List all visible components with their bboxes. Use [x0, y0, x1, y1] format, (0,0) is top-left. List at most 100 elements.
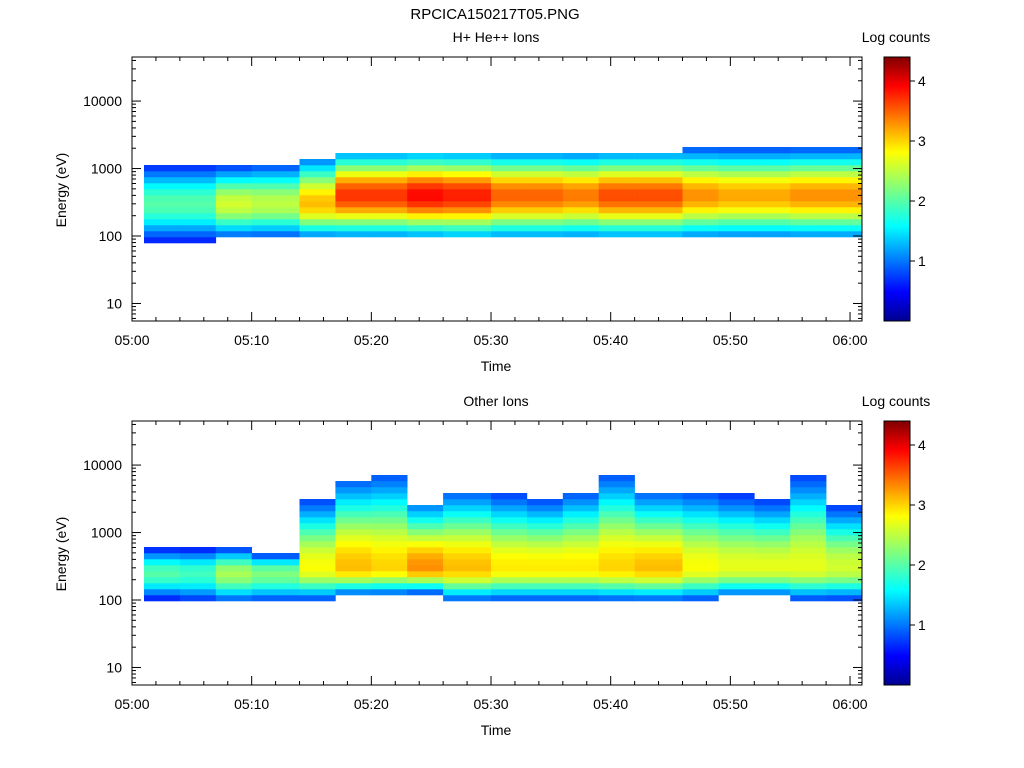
heatmap-cell	[718, 589, 755, 596]
heatmap-cell	[491, 511, 528, 518]
heatmap-cell	[718, 565, 755, 572]
heatmap-cell	[407, 565, 444, 572]
heatmap-cell	[790, 165, 827, 172]
heatmap-cell	[718, 153, 755, 160]
heatmap-cell	[790, 505, 827, 512]
heatmap-cell	[443, 517, 492, 524]
heatmap-cell	[491, 195, 528, 202]
heatmap-cell	[598, 565, 635, 572]
y-axis-label: Energy (eV)	[53, 153, 69, 228]
heatmap-cell	[754, 165, 791, 172]
x-tick-label: 05:40	[593, 696, 628, 712]
heatmap-cell	[718, 147, 755, 154]
heatmap-cell	[491, 517, 528, 524]
heatmap-cell	[754, 583, 791, 590]
heatmap-cell	[407, 523, 444, 530]
colorbar-ticks: 1 2 3 4	[910, 73, 926, 269]
heatmap-cell	[371, 571, 408, 578]
y-tick-label: 1000	[91, 525, 122, 541]
heatmap-cell	[215, 207, 252, 214]
heatmap-cell	[682, 195, 719, 202]
heatmap-cell	[335, 589, 372, 596]
heatmap-cell	[251, 559, 300, 566]
heatmap-cell	[407, 559, 444, 566]
heatmap-cell	[826, 207, 863, 214]
heatmap-cell	[634, 553, 683, 560]
heatmap-cell	[443, 153, 492, 160]
heatmap-cell	[526, 201, 564, 208]
heatmap-cell	[790, 577, 827, 584]
heatmap-cell	[790, 511, 827, 518]
heatmap-cell	[634, 225, 683, 232]
heatmap-cell	[251, 589, 300, 596]
heatmap-cell	[790, 499, 827, 506]
heatmap-cell	[371, 565, 408, 572]
heatmap-cell	[826, 177, 863, 184]
heatmap-cell	[215, 553, 252, 560]
heatmap-cell	[251, 189, 300, 196]
colorbar-label: Log counts	[862, 29, 931, 45]
heatmap-cell	[144, 195, 181, 202]
heatmap-cell	[826, 183, 863, 190]
heatmap-cell	[634, 595, 683, 602]
heatmap-cell	[299, 577, 336, 584]
heatmap-cell	[826, 219, 863, 226]
axis-ticks: 05:00 05:10 05:20 05:30 05:40 05:50 06:00 10 100…	[83, 57, 868, 348]
heatmap-cell	[718, 529, 755, 536]
colorbar-tick-label: 2	[918, 193, 926, 209]
heatmap-cell	[299, 195, 336, 202]
heatmap-cell	[215, 547, 252, 554]
heatmap-cell	[335, 541, 372, 548]
heatmap-cell	[371, 231, 408, 238]
heatmap-cell	[634, 565, 683, 572]
heatmap-cell	[526, 553, 564, 560]
heatmap-cell	[754, 511, 791, 518]
heatmap-cell	[491, 171, 528, 178]
heatmap-cell	[443, 559, 492, 566]
heatmap-cell	[335, 183, 372, 190]
heatmap-cell	[682, 153, 719, 160]
heatmap-cell	[598, 159, 635, 166]
heatmap-cell	[335, 571, 372, 578]
heatmap-cell	[443, 499, 492, 506]
heatmap-cell	[826, 529, 863, 536]
heatmap-cell	[598, 231, 635, 238]
x-tick-label: 05:30	[473, 332, 508, 348]
heatmap-cell	[682, 571, 719, 578]
heatmap-cell	[335, 153, 372, 160]
heatmap-cell	[299, 553, 336, 560]
heatmap-cell	[371, 201, 408, 208]
heatmap-cell	[299, 565, 336, 572]
heatmap-cell	[144, 595, 181, 602]
heatmap-cell	[562, 165, 599, 172]
heatmap-cell	[682, 589, 719, 596]
heatmap-cell	[443, 195, 492, 202]
heatmap-cell	[562, 225, 599, 232]
heatmap-cell	[335, 201, 372, 208]
heatmap-cell	[491, 201, 528, 208]
x-tick-label: 05:00	[114, 332, 149, 348]
heatmap-cell	[443, 583, 492, 590]
heatmap-cell	[251, 571, 300, 578]
heatmap-cell	[598, 577, 635, 584]
x-tick-label: 05:30	[473, 696, 508, 712]
colorbar-tick-label: 1	[918, 253, 926, 269]
heatmap-cell	[407, 231, 444, 238]
heatmap-cell	[634, 505, 683, 512]
heatmap-cell	[407, 571, 444, 578]
heatmap-cell	[634, 571, 683, 578]
heatmap-cell	[371, 583, 408, 590]
heatmap-cell	[144, 577, 181, 584]
colorbar-tick-label: 2	[918, 557, 926, 573]
heatmap-cell	[407, 183, 444, 190]
heatmap-cell	[598, 225, 635, 232]
heatmap-cell	[299, 523, 336, 530]
heatmap-cell	[407, 225, 444, 232]
heatmap-cell	[634, 517, 683, 524]
heatmap-cell	[407, 201, 444, 208]
heatmap-cell	[526, 583, 564, 590]
heatmap-cell	[179, 583, 217, 590]
heatmap-cell	[790, 583, 827, 590]
heatmap-cell	[526, 511, 564, 518]
heatmap-cell	[526, 231, 564, 238]
